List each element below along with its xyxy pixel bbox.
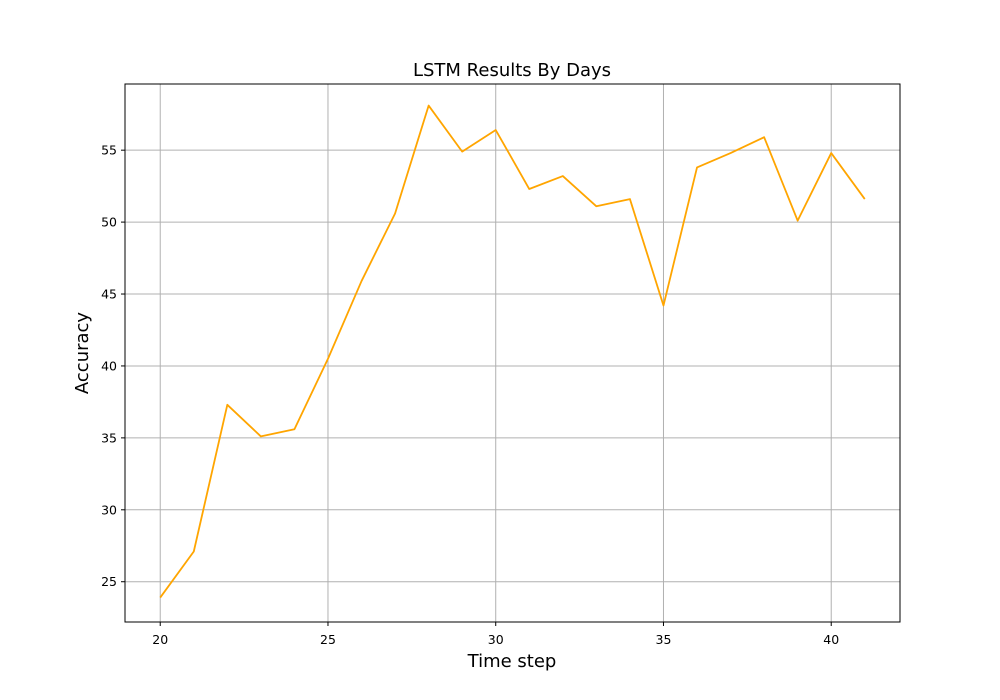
x-tick-label: 20 <box>152 632 168 647</box>
x-axis-label: Time step <box>467 651 557 672</box>
y-tick-label: 25 <box>101 574 117 589</box>
x-tick-label: 40 <box>823 632 839 647</box>
x-tick-label: 30 <box>488 632 504 647</box>
y-axis-label: Accuracy <box>72 312 93 395</box>
x-tick-label: 25 <box>320 632 336 647</box>
y-tick-label: 50 <box>101 215 117 230</box>
chart-title: LSTM Results By Days <box>413 60 611 81</box>
grid-layer <box>125 84 900 622</box>
y-tick-label: 40 <box>101 358 117 373</box>
y-tick-label: 35 <box>101 430 117 445</box>
tick-layer: 20 25 30 35 40 25 30 35 40 45 50 55 <box>101 143 839 647</box>
y-tick-label: 55 <box>101 143 117 158</box>
series-layer <box>159 104 866 599</box>
y-tick-label: 30 <box>101 502 117 517</box>
plot-frame <box>124 83 901 623</box>
y-tick-label: 45 <box>101 287 117 302</box>
accuracy-series-line <box>159 104 866 599</box>
x-tick-label: 35 <box>656 632 672 647</box>
